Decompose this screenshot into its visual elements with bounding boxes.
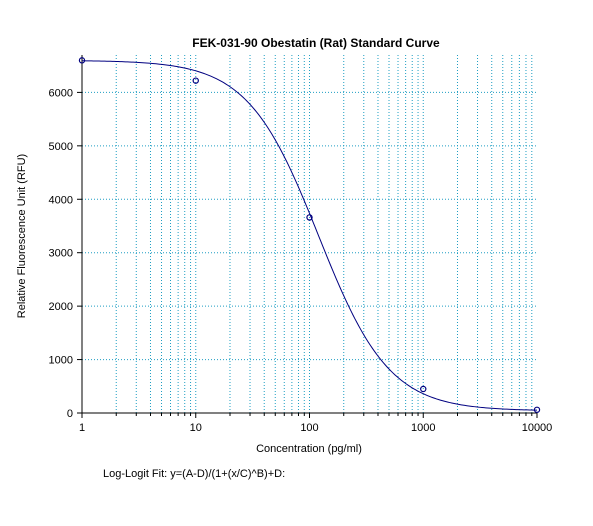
y-tick-label: 2000 [49,301,73,313]
x-tick-label: 1 [79,422,85,434]
chart-title: FEK-031-90 Obestatin (Rat) Standard Curv… [192,36,440,50]
y-tick-label: 1000 [49,355,73,367]
data-point [420,385,427,393]
x-tick-label: 100 [300,422,318,434]
y-tick-label: 0 [67,408,73,420]
y-tick-label: 3000 [49,248,73,260]
x-axis-label: Concentration (pg/ml) [256,443,362,455]
fit-equation-note: Log-Logit Fit: y=(A-D)/(1+(x/C)^B)+D: [103,468,285,480]
grid-lines [82,55,537,413]
data-point [192,77,199,84]
fit-curve-group [81,60,538,411]
data-point [78,57,86,64]
data-point [306,214,313,221]
y-tick-label: 6000 [49,87,73,99]
x-tick-labels: 1 10 100 1000 10000 [79,422,552,434]
x-tick-label: 10 [190,422,202,434]
y-tick-label: 5000 [49,141,73,153]
y-tick-label: 4000 [49,194,73,206]
x-tick-label: 1000 [411,422,435,434]
data-points [78,57,541,413]
axes [77,55,538,418]
y-tick-labels: 0 1000 2000 3000 4000 5000 6000 [49,87,73,420]
y-axis-label: Relative Fluorescence Unit (RFU) [16,154,28,318]
x-tick-label: 10000 [522,422,553,434]
fit-curve [81,60,538,411]
data-point [533,406,541,413]
